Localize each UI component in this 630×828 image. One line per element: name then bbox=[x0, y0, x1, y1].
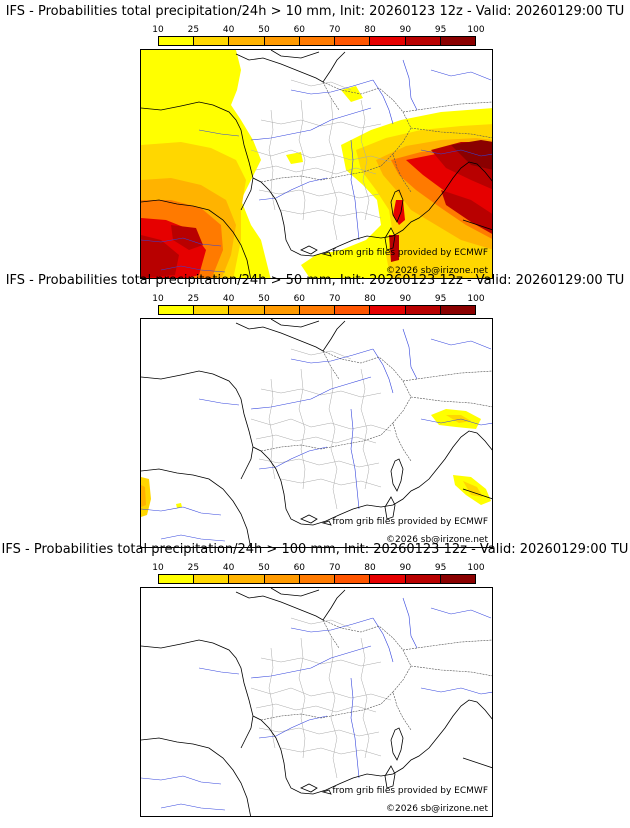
precip-area bbox=[446, 415, 471, 423]
precip-area bbox=[463, 481, 483, 497]
colorbar-tick: 70 bbox=[328, 25, 341, 35]
map-canvas bbox=[141, 50, 492, 278]
colorbar-swatch bbox=[440, 306, 475, 314]
colorbar-swatch bbox=[370, 37, 406, 45]
panel-title: IFS - Probabilities total precipitation/… bbox=[1, 542, 629, 557]
colorbar-swatch bbox=[159, 306, 195, 314]
colorbar-swatch bbox=[159, 37, 195, 45]
colorbar-tick: 100 bbox=[467, 25, 485, 35]
colorbar-swatch bbox=[229, 575, 265, 583]
colorbar-swatch bbox=[440, 37, 475, 45]
colorbar-ticks: 10 25 40 50 60 70 80 90 95 100 bbox=[152, 563, 484, 574]
colorbar-swatch bbox=[194, 37, 230, 45]
colorbar-tick: 25 bbox=[187, 294, 200, 304]
colorbar-tick: 95 bbox=[434, 25, 447, 35]
colorbar-tick: 90 bbox=[399, 294, 412, 304]
colorbar-tick: 60 bbox=[293, 563, 306, 573]
colorbar bbox=[158, 305, 476, 315]
map-canvas bbox=[141, 319, 492, 547]
colorbar-tick: 100 bbox=[467, 294, 485, 304]
colorbar-tick: 10 bbox=[152, 25, 164, 35]
colorbar-swatch bbox=[229, 306, 265, 314]
colorbar-swatch bbox=[335, 306, 371, 314]
colorbar-swatch bbox=[194, 575, 230, 583]
colorbar-tick: 40 bbox=[222, 563, 235, 573]
colorbar-tick: 80 bbox=[364, 25, 376, 35]
colorbar-swatch bbox=[370, 306, 406, 314]
colorbar-tick: 50 bbox=[258, 294, 270, 304]
colorbar-tick: 25 bbox=[187, 563, 200, 573]
colorbar-swatch bbox=[264, 575, 300, 583]
panel-50mm: IFS - Probabilities total precipitation/… bbox=[0, 273, 630, 548]
colorbar-swatch bbox=[370, 575, 406, 583]
colorbar-swatch bbox=[229, 37, 265, 45]
colorbar-swatch bbox=[299, 575, 336, 583]
colorbar-tick: 40 bbox=[222, 25, 235, 35]
colorbar bbox=[158, 36, 476, 46]
panel-title: IFS - Probabilities total precipitation/… bbox=[5, 4, 625, 19]
colorbar-swatch bbox=[299, 306, 336, 314]
colorbar-tick: 40 bbox=[222, 294, 235, 304]
colorbar-tick: 90 bbox=[399, 563, 412, 573]
credit-source: from grib files provided by ECMWF bbox=[332, 248, 488, 258]
panel-100mm: IFS - Probabilities total precipitation/… bbox=[0, 542, 630, 817]
colorbar-tick: 95 bbox=[434, 294, 447, 304]
colorbar-tick: 100 bbox=[467, 563, 485, 573]
credit-copyright: ©2026 sb@irizone.net bbox=[386, 266, 488, 276]
colorbar-swatch bbox=[405, 306, 441, 314]
colorbar-swatch bbox=[440, 575, 475, 583]
precip-area bbox=[286, 152, 303, 164]
colorbar-swatch bbox=[405, 37, 441, 45]
colorbar-ticks: 10 25 40 50 60 70 80 90 95 100 bbox=[152, 294, 484, 305]
colorbar-swatch bbox=[405, 575, 441, 583]
panel-10mm: IFS - Probabilities total precipitation/… bbox=[0, 4, 630, 279]
precip-area bbox=[441, 190, 492, 234]
colorbar-tick: 70 bbox=[328, 294, 341, 304]
colorbar-tick: 60 bbox=[293, 25, 306, 35]
colorbar-tick: 50 bbox=[258, 25, 270, 35]
colorbar-tick: 60 bbox=[293, 294, 306, 304]
colorbar-tick: 70 bbox=[328, 563, 341, 573]
colorbar-tick: 80 bbox=[364, 294, 376, 304]
colorbar-swatch bbox=[264, 37, 300, 45]
precip-area bbox=[141, 235, 179, 278]
colorbar-tick: 10 bbox=[152, 563, 164, 573]
precip-area bbox=[171, 225, 203, 250]
colorbar-swatch bbox=[159, 575, 195, 583]
credit-source: from grib files provided by ECMWF bbox=[332, 786, 488, 796]
map-canvas bbox=[141, 588, 492, 816]
colorbar-tick: 90 bbox=[399, 25, 412, 35]
colorbar-tick: 25 bbox=[187, 25, 200, 35]
colorbar-tick: 95 bbox=[434, 563, 447, 573]
probability-map: from grib files provided by ECMWF ©2026 … bbox=[140, 587, 493, 817]
colorbar-swatch bbox=[335, 575, 371, 583]
colorbar-swatch bbox=[194, 306, 230, 314]
panel-title: IFS - Probabilities total precipitation/… bbox=[5, 273, 625, 288]
probability-map: from grib files provided by ECMWF ©2026 … bbox=[140, 49, 493, 279]
precip-area bbox=[389, 235, 399, 262]
precip-area bbox=[341, 86, 363, 102]
colorbar-swatch bbox=[299, 37, 336, 45]
colorbar-ticks: 10 25 40 50 60 70 80 90 95 100 bbox=[152, 25, 484, 36]
colorbar-swatch bbox=[335, 37, 371, 45]
credit-copyright: ©2026 sb@irizone.net bbox=[386, 535, 488, 545]
credit-copyright: ©2026 sb@irizone.net bbox=[386, 804, 488, 814]
precip-area bbox=[141, 485, 146, 507]
colorbar bbox=[158, 574, 476, 584]
colorbar-swatch bbox=[264, 306, 300, 314]
precip-area bbox=[176, 503, 182, 508]
colorbar-tick: 50 bbox=[258, 563, 270, 573]
credit-source: from grib files provided by ECMWF bbox=[332, 517, 488, 527]
probability-map: from grib files provided by ECMWF ©2026 … bbox=[140, 318, 493, 548]
precip-field bbox=[141, 409, 491, 517]
precip-area bbox=[451, 140, 492, 170]
colorbar-tick: 80 bbox=[364, 563, 376, 573]
colorbar-tick: 10 bbox=[152, 294, 164, 304]
precip-field bbox=[141, 50, 492, 278]
